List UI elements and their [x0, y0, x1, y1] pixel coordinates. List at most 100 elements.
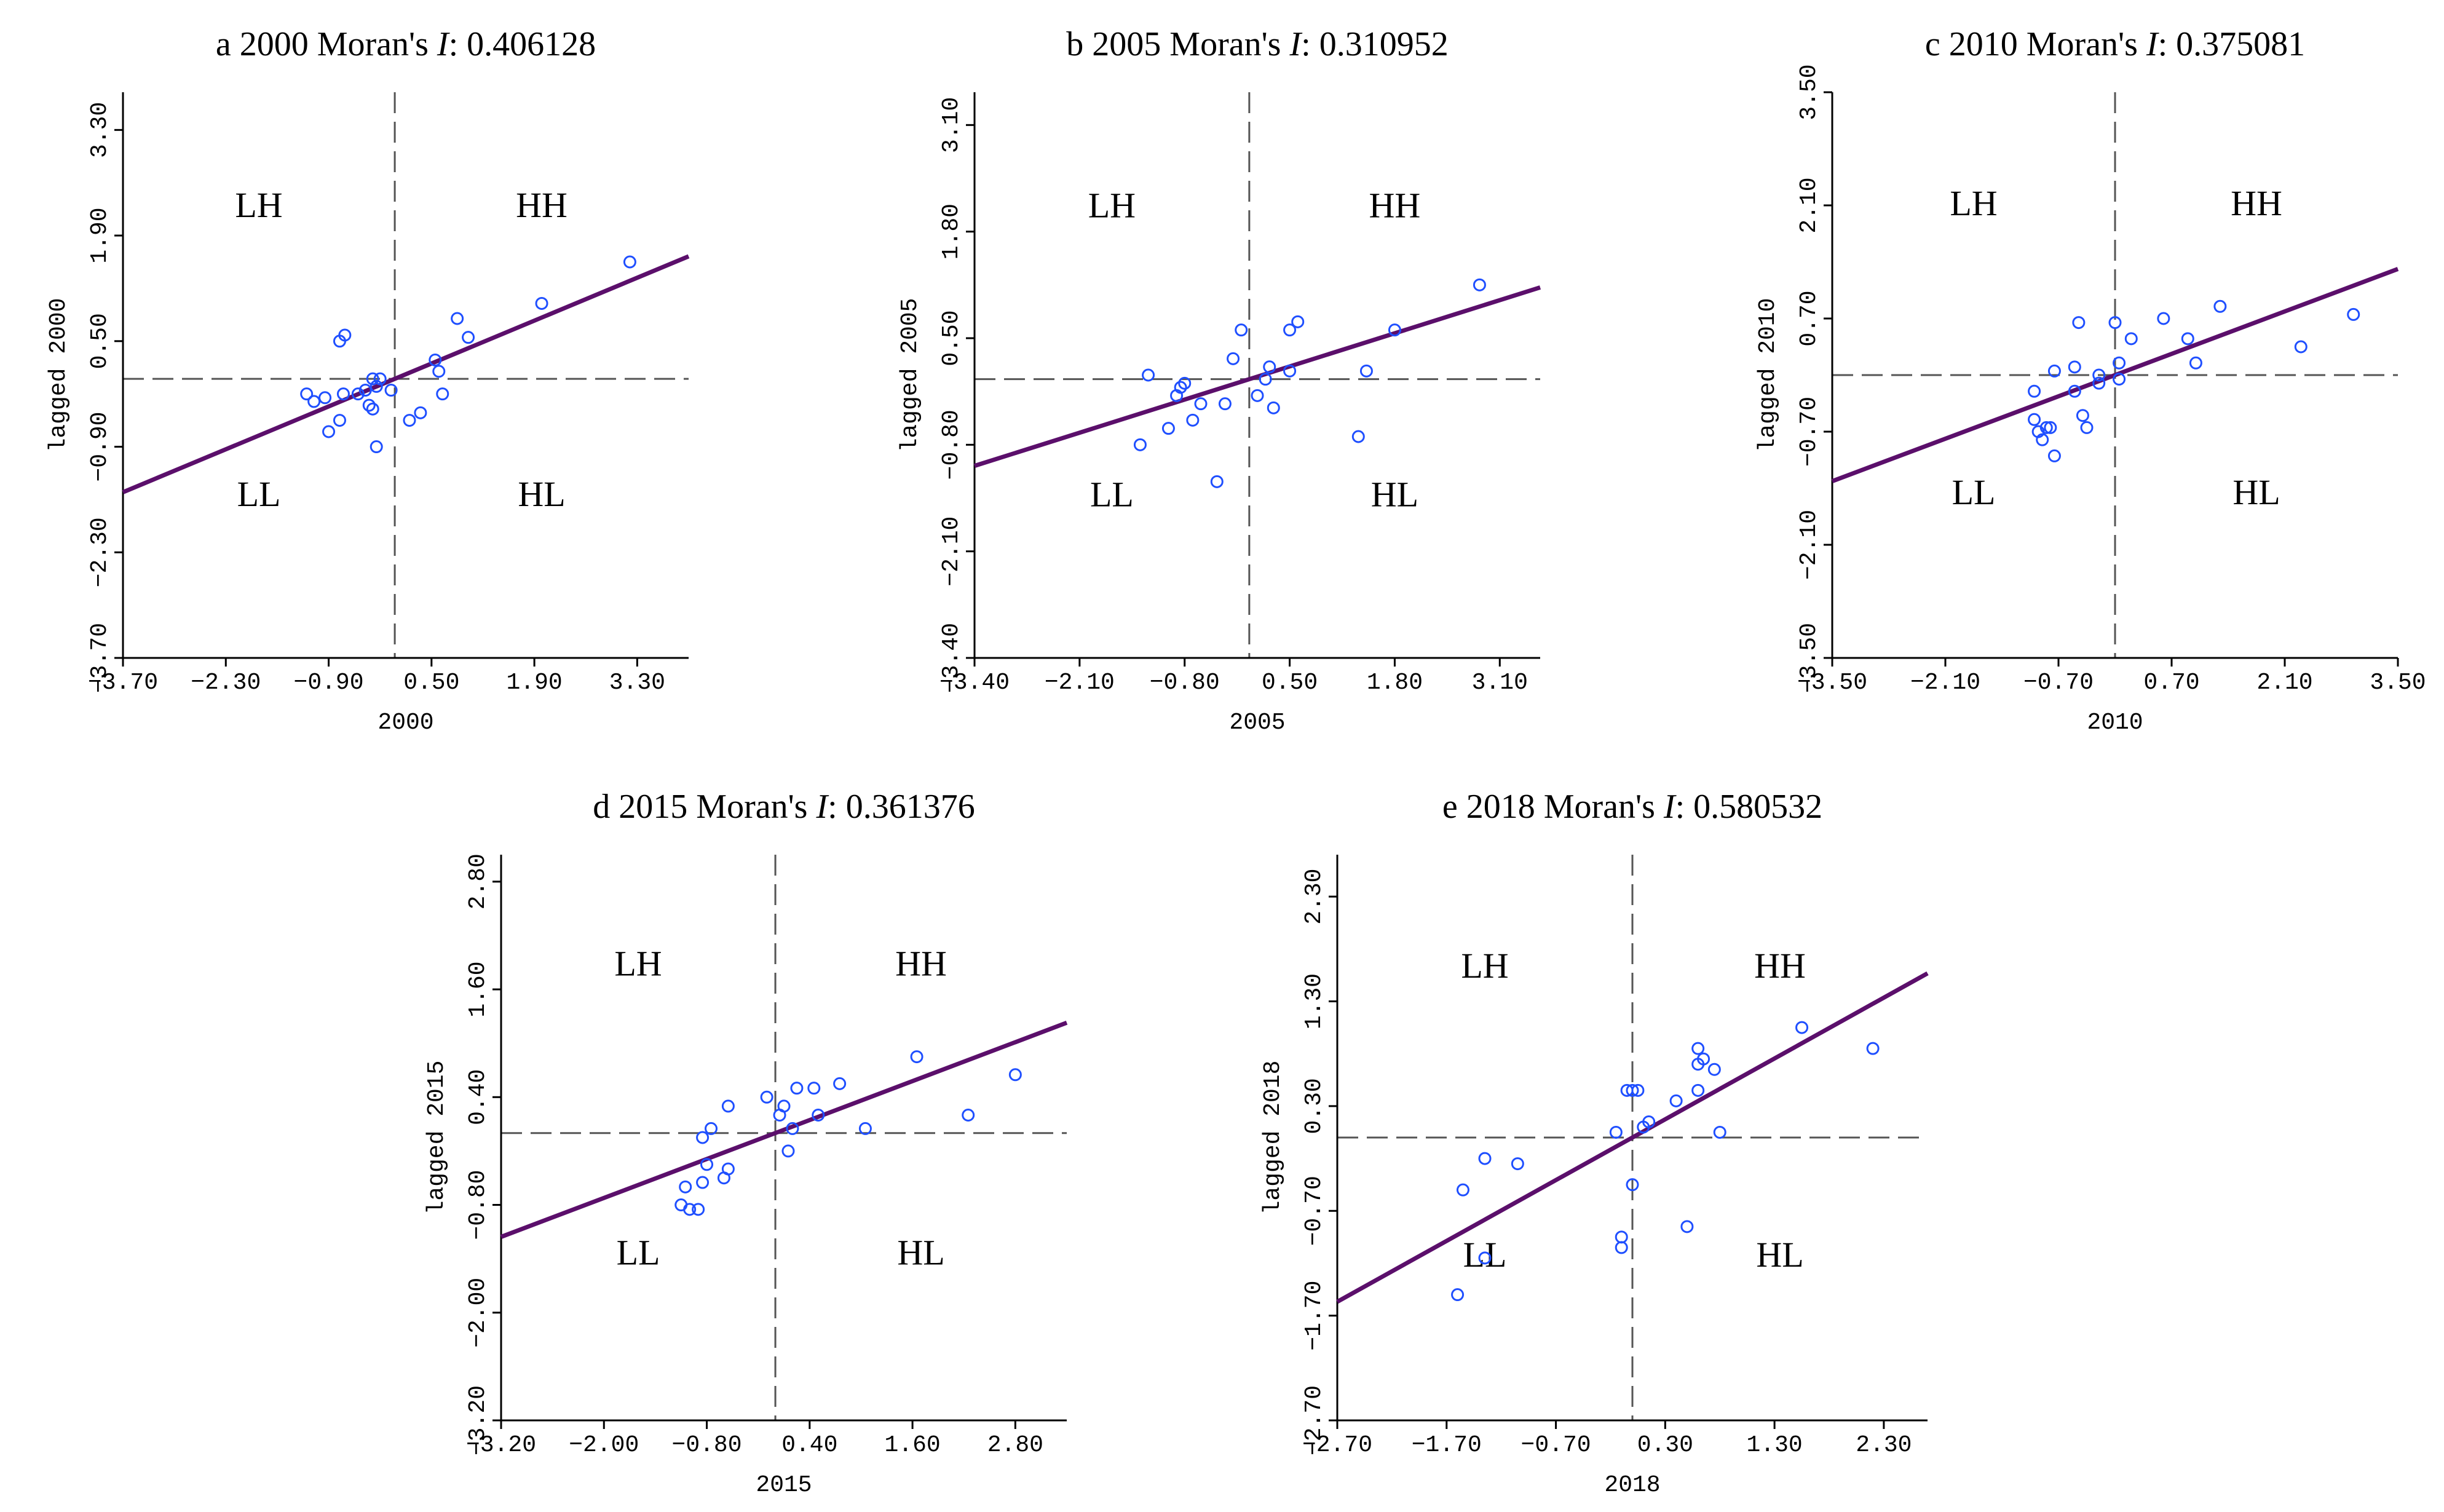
- data-point: [384, 384, 398, 397]
- y-tick-label: −0.70: [1796, 397, 1822, 467]
- data-point: [786, 1122, 799, 1135]
- x-axis-label: 2000: [378, 710, 433, 736]
- x-axis-label: 2015: [756, 1472, 812, 1498]
- x-tick-label: 2.80: [987, 1432, 1043, 1459]
- data-point: [462, 331, 475, 344]
- statistic-label: Moran's: [696, 788, 816, 826]
- data-point: [2294, 340, 2308, 354]
- data-point: [1511, 1157, 1524, 1171]
- y-tick-label: −2.10: [938, 517, 965, 587]
- data-point: [1210, 475, 1224, 488]
- x-tick-label: 1.90: [506, 670, 562, 696]
- data-point: [2072, 316, 2086, 330]
- data-point: [1133, 438, 1147, 451]
- y-tick-label: −1.70: [1301, 1281, 1327, 1351]
- quadrant-label-hl: HL: [1756, 1235, 1803, 1275]
- data-point: [700, 1158, 714, 1171]
- data-point: [1615, 1230, 1628, 1244]
- y-tick-label: −3.20: [465, 1385, 491, 1455]
- quadrant-label-ll: LL: [1090, 474, 1134, 514]
- statistic-label: Moran's: [2027, 25, 2146, 63]
- data-point: [858, 1122, 872, 1135]
- data-point: [2080, 421, 2094, 434]
- data-point: [1609, 1125, 1623, 1139]
- x-tick-label: 3.10: [1472, 670, 1528, 696]
- statistic-label: Moran's: [1169, 25, 1289, 63]
- y-tick-label: 2.30: [1301, 869, 1327, 925]
- panel-year: 2000: [240, 25, 317, 63]
- x-tick-label: −2.70: [1302, 1432, 1372, 1459]
- quadrant-label-hh: HH: [2231, 183, 2282, 223]
- data-point: [2044, 421, 2057, 434]
- data-point: [307, 395, 321, 408]
- data-point: [366, 372, 379, 386]
- y-tick-label: 0.40: [465, 1069, 491, 1125]
- y-axis-label: lagged 2005: [897, 298, 923, 453]
- data-point: [760, 1090, 773, 1104]
- x-tick-label: −0.70: [1521, 1432, 1591, 1459]
- data-point: [777, 1099, 791, 1113]
- data-point: [2157, 312, 2170, 325]
- data-point: [362, 398, 376, 412]
- y-tick-label: 1.90: [87, 207, 113, 263]
- data-point: [1691, 1083, 1705, 1097]
- data-point: [2068, 360, 2081, 374]
- x-tick-label: −2.10: [1045, 670, 1115, 696]
- panel-letter: a: [216, 25, 240, 63]
- regression-line: [973, 285, 1541, 468]
- quadrant-label-ll: LL: [1952, 472, 1996, 512]
- data-point: [2028, 413, 2041, 426]
- data-point: [1351, 430, 1365, 443]
- x-tick-label: 2.30: [1856, 1432, 1912, 1459]
- y-axis-label: lagged 2018: [1260, 1061, 1286, 1215]
- data-point: [1388, 323, 1401, 337]
- y-tick-label: 0.50: [938, 310, 965, 366]
- panel-title: c 2010 Moran's I: 0.375081: [1925, 25, 2305, 63]
- y-tick-label: −0.70: [1301, 1176, 1327, 1246]
- data-point: [1451, 1288, 1465, 1302]
- x-tick-label: 0.30: [1637, 1432, 1693, 1459]
- data-point: [1283, 364, 1297, 378]
- data-point: [1456, 1183, 1469, 1197]
- panel-year: 2005: [1092, 25, 1169, 63]
- panel-letter: c: [1925, 25, 1949, 63]
- data-point: [338, 328, 352, 342]
- y-tick-label: 0.50: [87, 313, 113, 369]
- statistic-symbol: I: [815, 788, 829, 826]
- x-tick-label: −3.40: [939, 670, 1010, 696]
- regression-line: [1336, 971, 1929, 1304]
- data-point: [358, 384, 372, 397]
- quadrant-label-lh: LH: [1088, 185, 1136, 225]
- data-point: [1669, 1094, 1683, 1107]
- y-tick-label: 0.30: [1301, 1078, 1327, 1134]
- statistic-label: Moran's: [317, 25, 437, 63]
- data-point: [705, 1122, 718, 1135]
- quadrant-label-hh: HH: [895, 943, 947, 983]
- data-point: [679, 1180, 692, 1193]
- x-tick-label: 2.10: [2256, 670, 2312, 696]
- data-point: [1478, 1251, 1492, 1265]
- regression-line: [500, 1020, 1068, 1239]
- data-point: [1642, 1115, 1656, 1128]
- x-tick-label: −2.10: [1910, 670, 1980, 696]
- data-point: [2068, 384, 2081, 398]
- data-point: [1291, 315, 1305, 328]
- data-point: [1235, 323, 1248, 337]
- quadrant-label-hl: HL: [518, 474, 565, 514]
- data-point: [781, 1144, 795, 1158]
- data-point: [2189, 356, 2202, 370]
- y-tick-label: −0.80: [465, 1170, 491, 1240]
- data-point: [1713, 1125, 1726, 1139]
- data-point: [807, 1082, 821, 1095]
- morans-i-value: : 0.406128: [449, 25, 596, 63]
- data-point: [2181, 332, 2194, 346]
- data-point: [1142, 368, 1155, 382]
- quadrant-label-ll: LL: [237, 474, 281, 514]
- data-point: [1267, 401, 1280, 414]
- quadrant-label-hl: HL: [897, 1232, 944, 1272]
- data-point: [910, 1050, 923, 1064]
- y-tick-label: −0.80: [938, 410, 965, 480]
